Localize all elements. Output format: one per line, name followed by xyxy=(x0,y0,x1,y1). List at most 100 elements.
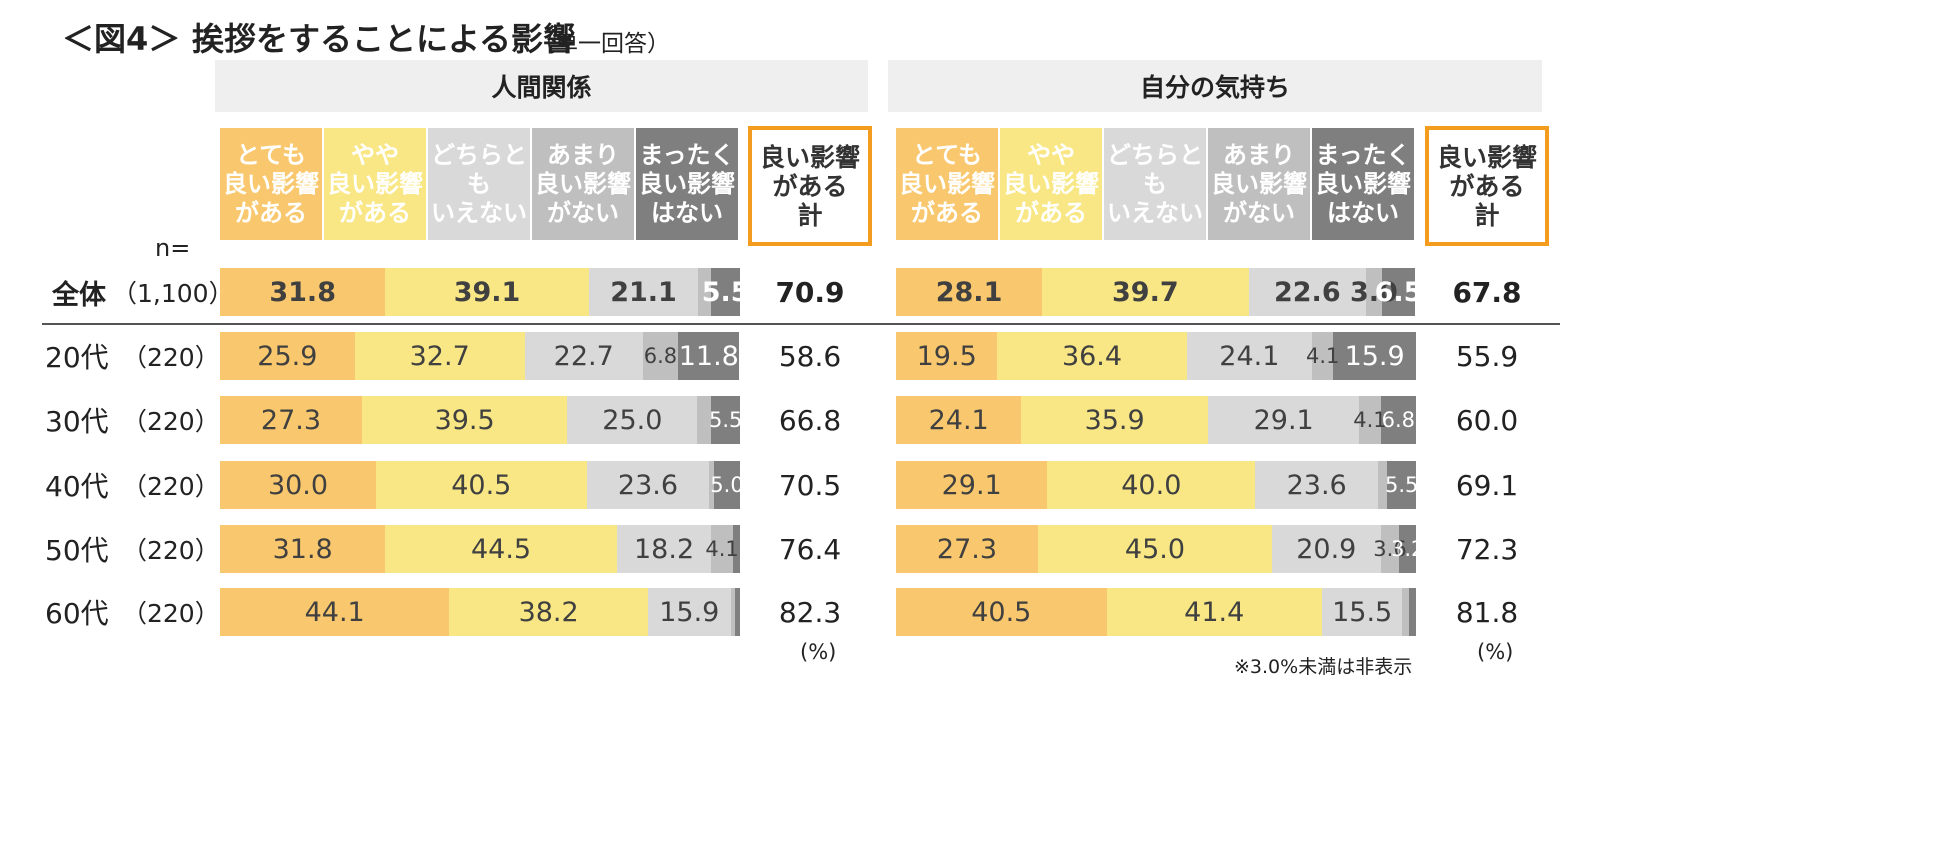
total-value: 55.9 xyxy=(1455,339,1519,373)
bar-segment xyxy=(730,588,736,636)
value-label: 27.3 xyxy=(936,533,998,565)
bar-segment xyxy=(1312,332,1334,380)
row-n: （220） xyxy=(122,407,220,436)
bar-segment xyxy=(354,332,525,380)
bar-segment xyxy=(616,525,712,573)
value-label: 15.9 xyxy=(659,596,720,628)
bar-segment xyxy=(1037,525,1272,573)
row-label: 60代 xyxy=(45,597,109,630)
value-label: 36.4 xyxy=(1061,340,1123,372)
total-value: 72.3 xyxy=(1455,532,1519,566)
value-label: 5.5 xyxy=(701,276,750,308)
legend-header: どちらとも いえない xyxy=(1104,128,1206,240)
legend-header: まったく 良い影響 はない xyxy=(1312,128,1414,240)
value-label: 6.8 xyxy=(643,344,678,368)
value-label: 18.2 xyxy=(634,533,695,565)
total-header: 良い影響 がある 計 xyxy=(1425,126,1549,246)
bar-segment xyxy=(220,332,355,380)
total-value: 81.8 xyxy=(1455,595,1519,629)
bar-segment xyxy=(1047,461,1256,509)
total-value: 67.8 xyxy=(1452,275,1522,309)
bar-segment xyxy=(1321,588,1403,636)
value-label: 29.1 xyxy=(1253,404,1314,436)
bar-segment xyxy=(588,268,699,316)
value-label: 35.9 xyxy=(1084,404,1145,436)
legend-header: あまり 良い影響 がない xyxy=(532,128,634,240)
value-label: 30.0 xyxy=(267,469,329,501)
value-label: 23.6 xyxy=(1286,469,1347,501)
value-label: 25.9 xyxy=(257,340,318,372)
bar-segment xyxy=(896,525,1038,573)
value-label: 44.5 xyxy=(470,533,532,565)
bar-segment xyxy=(1255,461,1379,509)
bar-segment xyxy=(711,268,740,316)
value-label: 40.0 xyxy=(1121,469,1182,501)
total-value: 82.3 xyxy=(778,595,842,629)
value-label: 4.1 xyxy=(1305,344,1340,368)
value-label: 31.8 xyxy=(269,276,336,308)
row-n: （220） xyxy=(122,472,220,501)
row-label: 50代 xyxy=(45,534,109,567)
bar-segment xyxy=(376,461,587,509)
bar-segment xyxy=(1366,268,1382,316)
value-label: 44.1 xyxy=(304,596,365,628)
row-n: （220） xyxy=(122,343,220,372)
bar-segment xyxy=(711,396,740,444)
bar-segment xyxy=(385,268,589,316)
total-value: 76.4 xyxy=(778,532,842,566)
total-value: 66.8 xyxy=(778,403,842,437)
value-label: 5.5 xyxy=(1384,473,1419,497)
total-value: 58.6 xyxy=(778,339,842,373)
value-label: 3.6 xyxy=(1373,537,1407,561)
value-label: 3.0 xyxy=(1349,276,1398,308)
row-label: 全体 xyxy=(52,279,106,311)
figure-title: 挨拶をすることによる影響 xyxy=(192,20,576,58)
value-label: 24.1 xyxy=(928,404,989,436)
separator xyxy=(42,323,1560,325)
value-label: 31.8 xyxy=(272,533,333,565)
value-label: 3.2 xyxy=(1390,537,1425,561)
value-label: 39.5 xyxy=(434,404,495,436)
note: ※3.0%未満は非表示 xyxy=(1234,656,1413,678)
n-label: n= xyxy=(155,234,191,262)
bar-segment xyxy=(1402,588,1409,636)
figure-number: ＜図4＞ xyxy=(62,20,181,58)
row-n: （1,100） xyxy=(112,279,234,308)
row-label: 40代 xyxy=(45,470,109,503)
value-label: 23.6 xyxy=(617,469,679,501)
value-label: 32.7 xyxy=(409,340,470,372)
legend-header: やや 良い影響 がある xyxy=(1000,128,1102,240)
bar-segment xyxy=(1387,461,1416,509)
bar-segment xyxy=(385,525,617,573)
legend-header: どちらとも いえない xyxy=(428,128,530,240)
row-n: （220） xyxy=(122,536,220,565)
value-label: 22.7 xyxy=(553,340,614,372)
value-label: 40.5 xyxy=(451,469,512,501)
bar-segment xyxy=(1399,525,1416,573)
bar-segment xyxy=(1021,396,1208,444)
bar-segment xyxy=(711,525,733,573)
bar-segment xyxy=(1186,332,1312,380)
value-label: 40.5 xyxy=(971,596,1032,628)
value-label: 45.0 xyxy=(1124,533,1186,565)
total-value: 70.5 xyxy=(778,468,842,502)
value-label: 28.1 xyxy=(935,276,1003,308)
value-label: 25.0 xyxy=(602,404,663,436)
bar-segment xyxy=(524,332,643,380)
bar-segment xyxy=(647,588,731,636)
value-label: 6.5 xyxy=(1374,276,1423,308)
legend-header: まったく 良い影響 はない xyxy=(636,128,738,240)
bar-segment xyxy=(1378,461,1388,509)
row-label: 20代 xyxy=(45,341,109,374)
bar-segment xyxy=(896,332,998,380)
value-label: 4.1 xyxy=(705,537,739,561)
total-value: 70.9 xyxy=(775,275,845,309)
bar-segment xyxy=(567,396,698,444)
bar-segment xyxy=(1106,588,1322,636)
bar-segment xyxy=(714,461,740,509)
total-header: 良い影響 がある 計 xyxy=(748,126,872,246)
bar-segment xyxy=(997,332,1187,380)
bar-segment xyxy=(1359,396,1381,444)
value-label: 27.3 xyxy=(260,404,322,436)
